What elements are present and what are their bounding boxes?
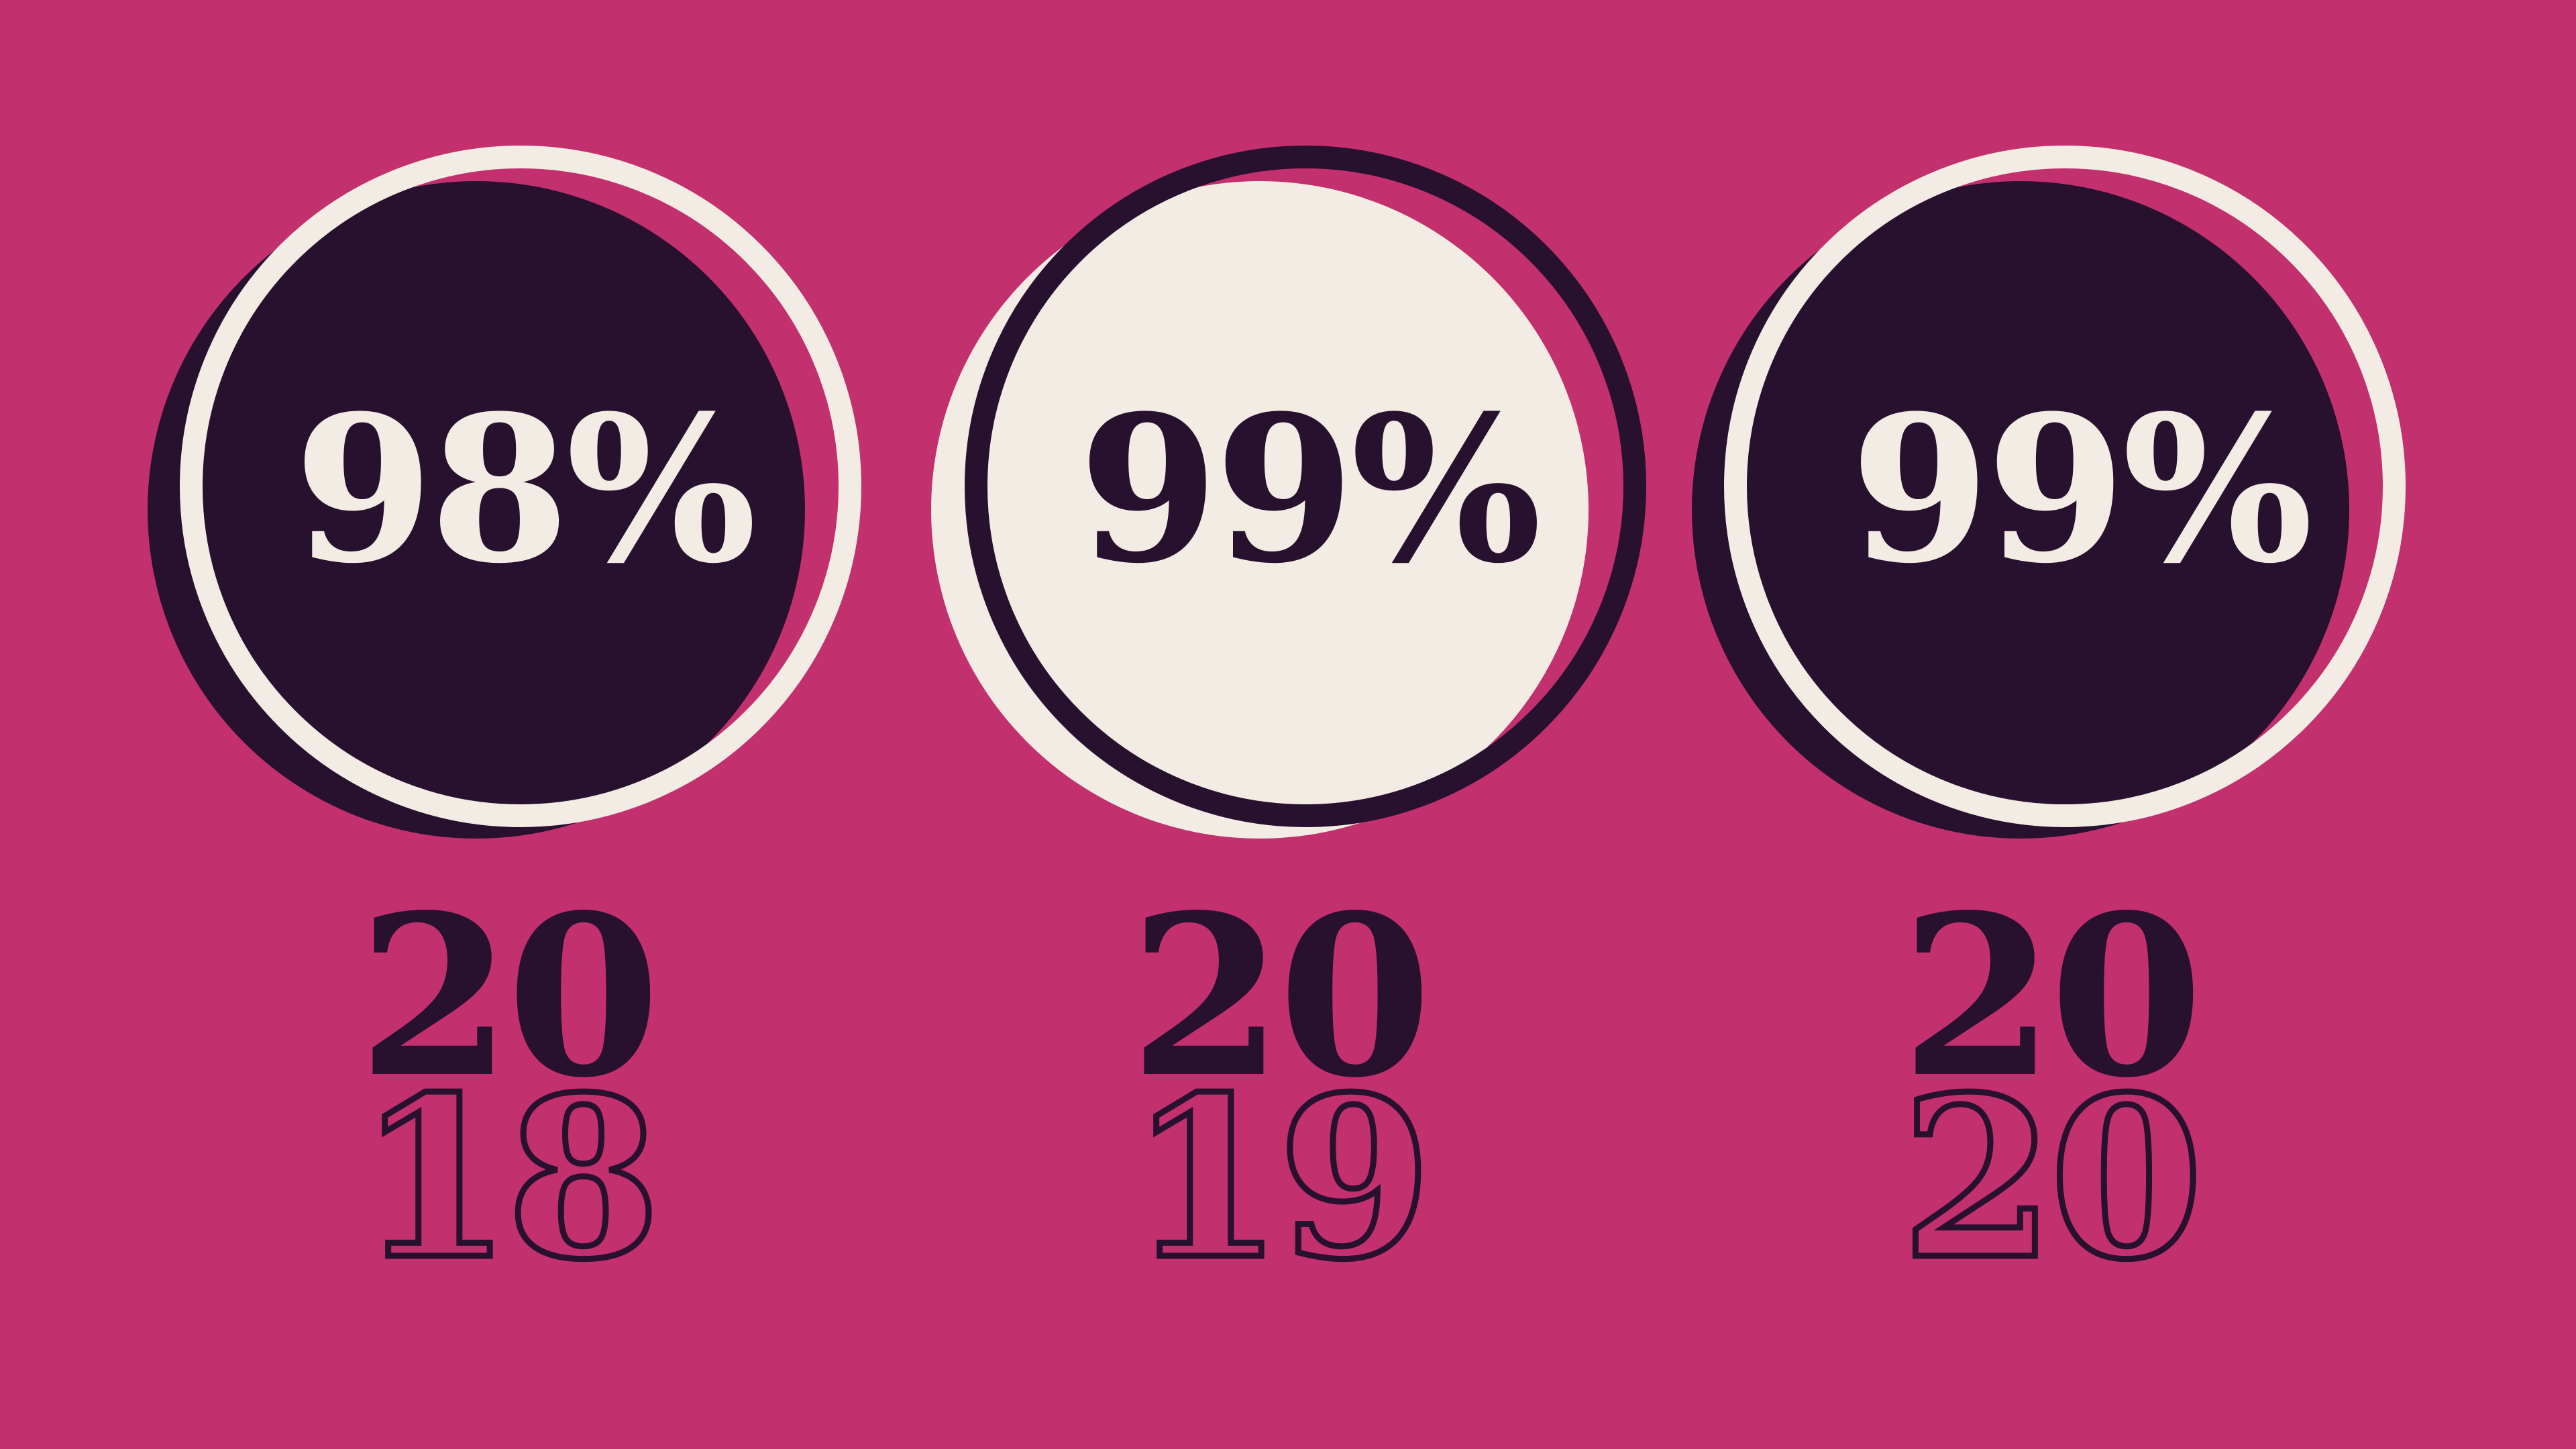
stat-value-2020: 99% [1849, 371, 2314, 608]
year-prefix: 20 [1900, 866, 2203, 1126]
stat-year-2018: 20 18 [355, 866, 663, 1308]
year-prefix: 20 [1129, 866, 1432, 1126]
stat-year-2020: 20 20 [1898, 866, 2206, 1308]
year-suffix: 18 [355, 1047, 663, 1308]
year-suffix: 20 [1898, 1047, 2206, 1308]
year-prefix: 20 [358, 866, 660, 1126]
stat-year-2019: 20 19 [1126, 866, 1435, 1308]
stat-value-2018: 98% [293, 371, 757, 608]
year-suffix: 19 [1126, 1047, 1435, 1308]
stat-value-2019: 99% [1078, 371, 1542, 608]
